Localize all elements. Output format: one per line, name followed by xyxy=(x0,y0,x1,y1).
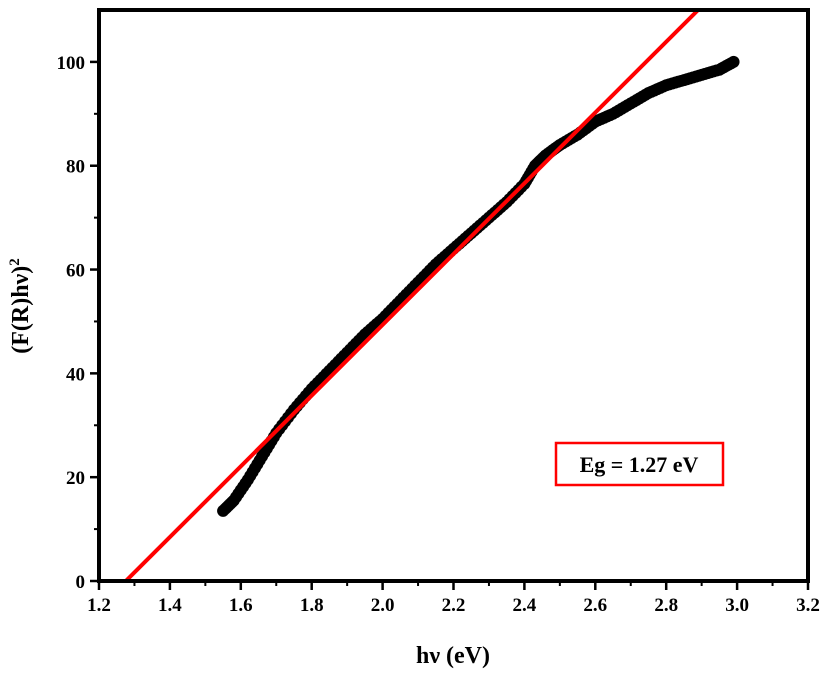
eg-annotation-box xyxy=(554,441,725,487)
x-tick-label: 1.8 xyxy=(300,595,324,616)
x-tick-label: 2.2 xyxy=(442,595,466,616)
x-tick-label: 1.4 xyxy=(158,595,182,616)
y-tick-label: 60 xyxy=(66,261,85,282)
x-tick-labels: 1.2 1.4 1.6 1.8 2.0 2.2 2.4 2.6 2.8 3.0 3.2 xyxy=(87,595,820,616)
x-tick-label: 2.6 xyxy=(583,595,607,616)
y-tick-label: 0 xyxy=(76,572,86,593)
y-axis-title: (F(R)hν)2 xyxy=(7,258,34,354)
eg-annotation: Eg = 1.27 eV xyxy=(554,441,725,487)
y-tick-label: 20 xyxy=(66,468,85,489)
linear-fit-line xyxy=(123,10,700,581)
y-tick-labels: 0 20 40 60 80 100 xyxy=(57,53,86,593)
x-tick-label: 2.0 xyxy=(371,595,395,616)
x-tick-label: 2.8 xyxy=(654,595,678,616)
y-tick-label: 100 xyxy=(57,53,86,74)
y-axis-title-text: (F(R)hν) xyxy=(8,266,34,354)
x-tick-label: 1.6 xyxy=(229,595,253,616)
x-axis-title: hν (eV) xyxy=(416,643,490,669)
plot-area xyxy=(123,10,740,581)
plot-frame xyxy=(97,8,810,583)
x-tick-label: 3.2 xyxy=(796,595,820,616)
y-tick-label: 80 xyxy=(66,157,85,178)
x-tick-label: 2.4 xyxy=(513,595,537,616)
x-tick-label: 3.0 xyxy=(725,595,749,616)
y-axis-title-superscript: 2 xyxy=(7,258,23,266)
data-point xyxy=(727,55,740,68)
y-tick-label: 40 xyxy=(66,364,85,385)
eg-annotation-text: Eg = 1.27 eV xyxy=(580,452,699,477)
x-tick-label: 1.2 xyxy=(87,595,111,616)
